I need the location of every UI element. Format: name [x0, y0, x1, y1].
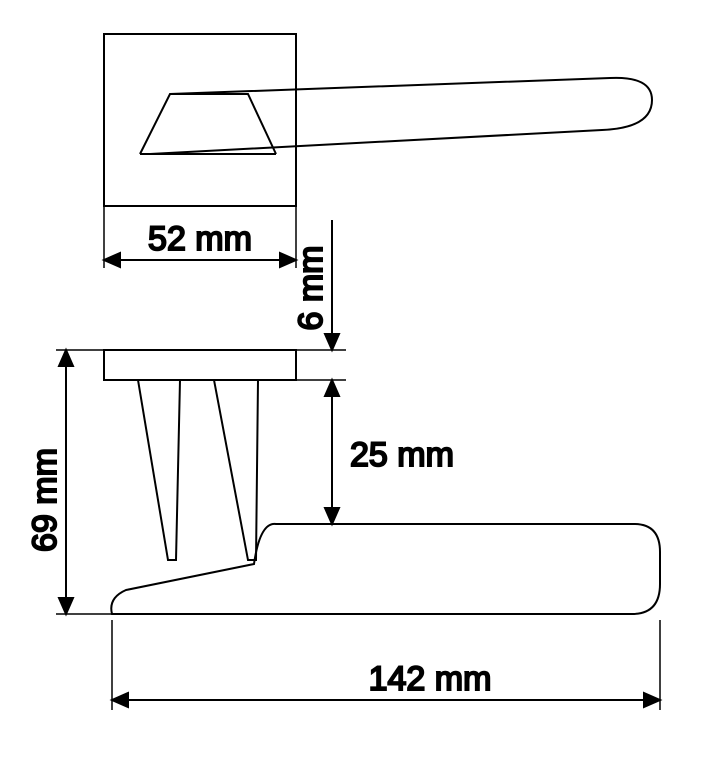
side-plate: [104, 350, 296, 380]
dimensions: 52 mm 6 mm 25 mm 69 mm: [26, 206, 660, 710]
side-neck-left: [138, 380, 180, 560]
side-neck-right: [214, 380, 258, 560]
dim-25mm-label: 25 mm: [350, 436, 454, 474]
side-lever: [111, 524, 660, 614]
dim-69mm: 69 mm: [26, 350, 112, 614]
technical-drawing: 52 mm 6 mm 25 mm 69 mm: [0, 0, 722, 779]
dim-142mm-label: 142 mm: [369, 660, 492, 698]
dim-52mm: 52 mm: [104, 206, 296, 268]
top-lever: [150, 78, 652, 154]
top-neck: [140, 94, 276, 154]
top-backplate: [104, 34, 296, 206]
dim-6mm-label: 6 mm: [292, 246, 330, 331]
side-view: [104, 350, 660, 614]
dim-6mm: 6 mm: [292, 220, 346, 380]
dim-52mm-label: 52 mm: [148, 220, 252, 258]
dim-142mm: 142 mm: [112, 620, 660, 710]
top-view: [104, 34, 652, 206]
dim-25mm: 25 mm: [296, 380, 454, 524]
dim-69mm-label: 69 mm: [26, 448, 64, 552]
